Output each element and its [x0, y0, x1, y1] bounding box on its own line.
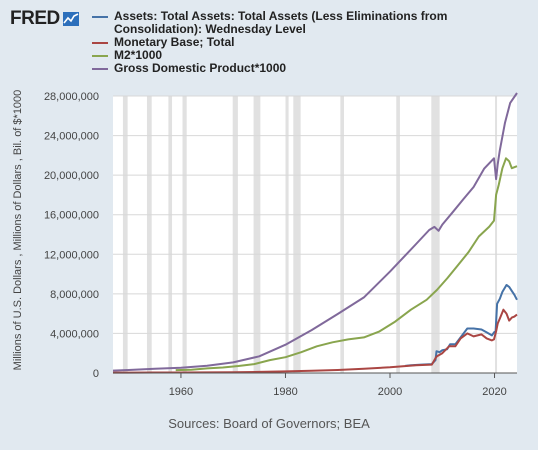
recession-band	[396, 96, 400, 373]
sources-note: Sources: Board of Governors; BEA	[168, 416, 370, 431]
legend-item-m2[interactable]: M2*1000	[92, 49, 512, 62]
y-tick-label: 28,000,000	[44, 91, 99, 103]
recession-band	[168, 96, 173, 373]
recession-band	[253, 96, 261, 373]
y-tick-label: 4,000,000	[50, 328, 99, 340]
recession-band	[182, 96, 187, 373]
series-line-monetary-base[interactable]	[112, 308, 518, 374]
legend-swatch-assets	[92, 16, 108, 18]
legend-label-monetary-base: Monetary Base; Total	[114, 35, 235, 49]
series-line-gdp[interactable]	[112, 92, 518, 372]
x-tick-label: 2020	[482, 386, 506, 398]
legend-swatch-gdp	[92, 68, 108, 70]
legend-label-m2: M2*1000	[114, 48, 163, 62]
legend-swatch-monetary-base	[92, 42, 108, 44]
legend-label-assets: Assets: Total Assets: Total Assets (Less…	[114, 9, 448, 36]
recession-band	[340, 96, 345, 373]
recession-band	[122, 96, 128, 373]
y-tick-label: 8,000,000	[50, 289, 99, 301]
legend-item-gdp[interactable]: Gross Domestic Product*1000	[92, 62, 512, 75]
fred-logo[interactable]: FRED	[10, 8, 79, 30]
x-tick-label: 1980	[273, 386, 297, 398]
series-line-m2[interactable]	[175, 157, 518, 372]
legend-item-assets[interactable]: Assets: Total Assets: Total Assets (Less…	[92, 10, 512, 36]
fred-graph-icon	[62, 12, 79, 26]
recession-band	[431, 96, 440, 373]
recession-band	[146, 96, 152, 373]
recession-band	[495, 96, 498, 373]
series-lines	[112, 92, 518, 374]
recession-band	[285, 96, 289, 373]
recession-bands	[122, 96, 498, 373]
axes: 0 4,000,000 8,000,000 12,000,000 16,000,000 2…	[44, 91, 517, 398]
y-tick-label: 24,000,000	[44, 131, 99, 143]
plot-area[interactable]	[113, 96, 517, 373]
legend-label-gdp: Gross Domestic Product*1000	[114, 61, 287, 75]
recession-band	[293, 96, 301, 373]
y-tick-label: 20,000,000	[44, 170, 99, 182]
legend-swatch-m2	[92, 55, 108, 57]
y-tick-label: 12,000,000	[44, 249, 99, 261]
legend-item-monetary-base[interactable]: Monetary Base; Total	[92, 36, 512, 49]
recession-band	[232, 96, 238, 373]
chart-legend: Assets: Total Assets: Total Assets (Less…	[92, 10, 512, 75]
y-tick-label: 16,000,000	[44, 210, 99, 222]
fred-logo-text: FRED	[10, 8, 60, 29]
x-tick-label: 1960	[169, 386, 193, 398]
x-tick-label: 2000	[378, 386, 402, 398]
y-tick-label: 0	[93, 368, 99, 380]
